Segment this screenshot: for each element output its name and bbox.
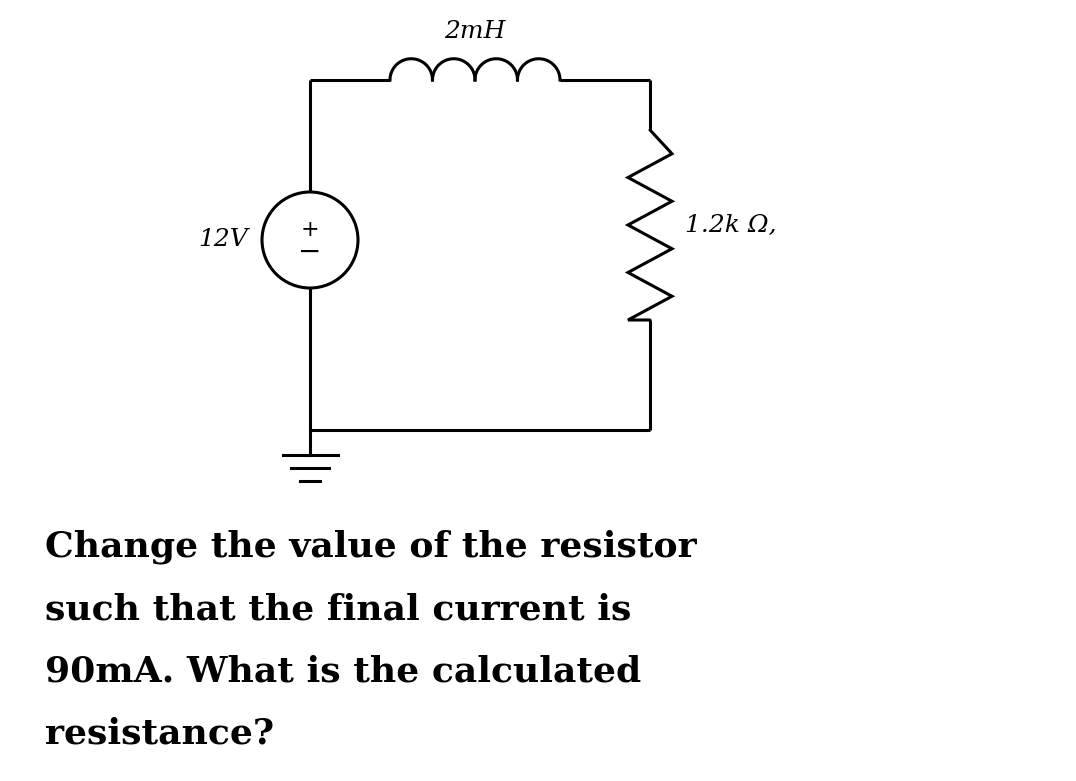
Text: −: −	[298, 238, 322, 266]
Text: 90mA. What is the calculated: 90mA. What is the calculated	[45, 654, 641, 688]
Text: such that the final current is: such that the final current is	[45, 592, 632, 626]
Text: Change the value of the resistor: Change the value of the resistor	[45, 530, 696, 565]
Text: 12V: 12V	[198, 229, 247, 251]
Text: resistance?: resistance?	[45, 716, 274, 750]
Text: +: +	[300, 219, 320, 241]
Text: 2mH: 2mH	[444, 20, 506, 43]
Text: 1.2k Ω,: 1.2k Ω,	[685, 213, 777, 237]
